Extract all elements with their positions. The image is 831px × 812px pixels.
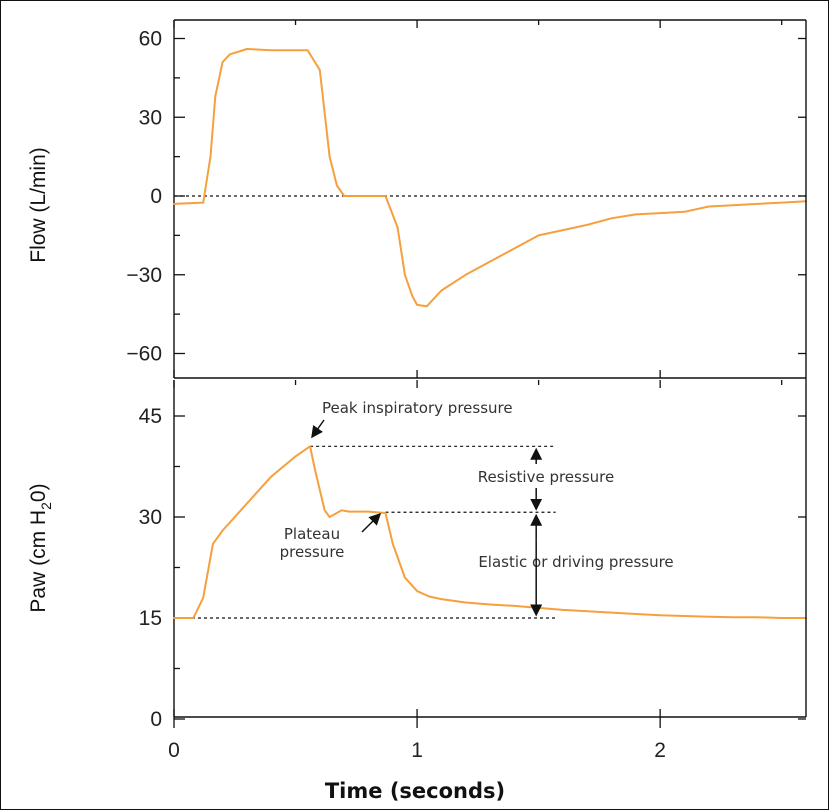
annotation-plateau-line2: pressure <box>280 543 345 561</box>
paw-ylabel-prefix: Paw (cm H <box>27 510 50 613</box>
annotation-elastic-driving-pressure: Elastic or driving pressure <box>478 553 673 571</box>
peak-pressure-arrow <box>311 419 325 439</box>
flow-series-line <box>173 48 807 308</box>
paw-ytick-label: 30 <box>139 506 162 529</box>
paw-ylabel-suffix: 0) <box>27 483 50 502</box>
paw-ytick-label: 15 <box>139 607 162 630</box>
x-tick-label: 2 <box>654 739 666 762</box>
x-tick-label: 0 <box>168 739 180 762</box>
flow-panel: Flow (L/min) 60 30 0 −30 −60 <box>27 20 807 378</box>
paw-panel: Paw (cm H20) Time (seconds) Peak inspira… <box>27 380 807 803</box>
flow-ytick-label: −60 <box>126 343 162 366</box>
flow-ytick-label: 0 <box>150 185 162 208</box>
paw-ylabel-subscript: 2 <box>38 502 54 510</box>
x-axis-title: Time (seconds) <box>325 779 505 803</box>
flow-ytick-label: 60 <box>139 28 162 51</box>
annotation-resistive-pressure: Resistive pressure <box>478 468 615 486</box>
flow-ytick-label: 30 <box>139 106 162 129</box>
x-tick-label: 1 <box>411 739 423 762</box>
annotation-plateau-line1: Plateau <box>284 525 340 543</box>
paw-ytick-label: 45 <box>139 405 162 428</box>
paw-series-line <box>173 445 807 619</box>
flow-ytick-label: −30 <box>126 264 162 287</box>
paw-ylabel: Paw (cm H20) <box>27 483 54 612</box>
paw-ytick-label: 0 <box>150 708 162 731</box>
annotation-peak-inspiratory-pressure: Peak inspiratory pressure <box>322 399 513 417</box>
plateau-pressure-arrow <box>361 512 382 533</box>
flow-ylabel: Flow (L/min) <box>27 147 50 263</box>
